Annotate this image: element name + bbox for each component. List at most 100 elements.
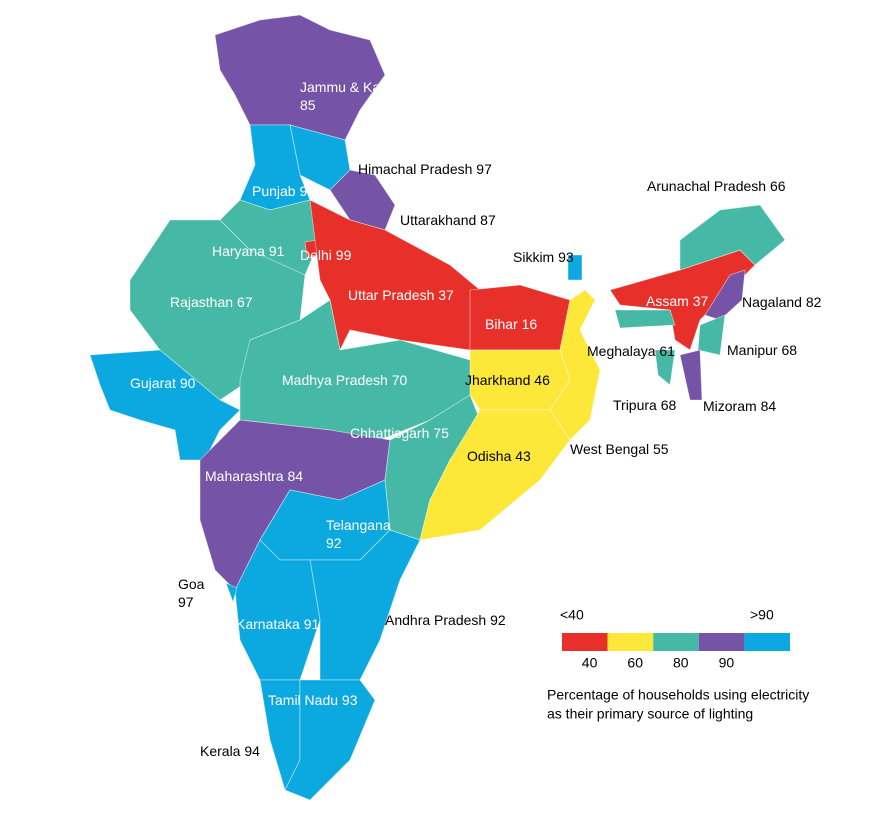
state-value: 93 <box>558 249 574 265</box>
legend-swatch <box>653 633 699 651</box>
state <box>419 409 571 541</box>
state-name: Mizoram <box>703 398 757 414</box>
state <box>225 582 238 604</box>
state-value: 90 <box>180 375 196 391</box>
state-name: Bihar <box>485 316 518 332</box>
state-value: 85 <box>300 97 316 113</box>
state-label: Chhattisgarh 75 <box>350 425 449 441</box>
state-value: 92 <box>490 612 506 628</box>
state-value: 94 <box>244 743 260 759</box>
state-name: West Bengal <box>570 441 649 457</box>
state-name: Haryana <box>212 243 265 259</box>
state-name: Meghalaya <box>587 343 656 359</box>
state-value: 37 <box>438 287 454 303</box>
state-label: Arunachal Pradesh 66 <box>647 178 786 194</box>
legend-caption: as their primary source of lighting <box>547 706 753 722</box>
state <box>284 679 376 801</box>
state-label: Rajasthan 67 <box>170 294 253 310</box>
state-value: 84 <box>287 468 303 484</box>
state-label: Meghalaya 61 <box>587 343 675 359</box>
state-value: 92 <box>326 535 342 551</box>
state <box>679 349 703 401</box>
state-value: 66 <box>770 178 786 194</box>
state-value: 91 <box>304 616 320 632</box>
state <box>704 269 746 321</box>
state-label: Haryana 91 <box>212 243 285 259</box>
state-label: Nagaland 82 <box>742 294 822 310</box>
state-name: Tripura <box>613 397 657 413</box>
state-name: Goa <box>178 576 205 592</box>
state-value: 97 <box>476 161 492 177</box>
legend-swatch <box>607 633 654 651</box>
state-label: Punjab 97 <box>252 183 315 199</box>
state-name: Maharashtra <box>205 468 284 484</box>
state-name: Karnataka <box>236 616 300 632</box>
state <box>89 349 241 461</box>
state-name: Kerala <box>200 743 241 759</box>
state-value: 61 <box>659 343 675 359</box>
states <box>89 14 786 801</box>
state-name: Delhi <box>300 247 332 263</box>
state-label: Tamil Nadu 93 <box>268 692 358 708</box>
state <box>309 199 481 352</box>
legend-high-label: >90 <box>750 607 774 623</box>
legend-tick-label: 90 <box>719 655 735 671</box>
state-name: Himachal Pradesh <box>358 161 472 177</box>
state <box>614 309 676 329</box>
state-name: Tamil Nadu <box>268 692 338 708</box>
state-label: Delhi 99 <box>300 247 352 263</box>
state-name: Nagaland <box>742 294 802 310</box>
state-value: 87 <box>480 212 496 228</box>
state-name: Uttar Pradesh <box>348 287 434 303</box>
state-value: 97 <box>299 183 315 199</box>
state-label: Manipur 68 <box>727 342 797 358</box>
state-label: Assam 37 <box>646 293 708 309</box>
state <box>567 254 583 281</box>
state <box>234 539 321 681</box>
state-name: Chhattisgarh <box>350 425 429 441</box>
state <box>679 204 786 271</box>
state-name: Punjab <box>252 183 296 199</box>
state-value: 70 <box>392 372 408 388</box>
legend-tick-label: 80 <box>673 655 689 671</box>
state-value: 93 <box>342 692 358 708</box>
state-label: Madhya Pradesh 70 <box>282 372 408 388</box>
legend-low-label: <40 <box>560 607 584 623</box>
state-label: Jharkhand 46 <box>465 372 550 388</box>
state-value: 46 <box>534 372 550 388</box>
state-label: Tripura 68 <box>613 397 677 413</box>
state-label: Karnataka 91 <box>236 616 320 632</box>
legend-swatch <box>744 633 790 651</box>
state-name: Telangana <box>326 517 391 533</box>
state-name: Andhra Pradesh <box>385 612 486 628</box>
state-label: Uttarakhand 87 <box>400 212 496 228</box>
state-name: Odisha <box>467 448 512 464</box>
state-value: 37 <box>693 293 709 309</box>
state-label: Uttar Pradesh 37 <box>348 287 454 303</box>
state-value: 55 <box>653 441 669 457</box>
state-name: Manipur <box>727 342 778 358</box>
state <box>697 314 726 356</box>
state <box>654 349 676 386</box>
state-label: West Bengal 55 <box>570 441 669 457</box>
state-label: Odisha 43 <box>467 448 531 464</box>
legend-swatch <box>698 633 745 651</box>
legend: <40 >90 40 60 80 90 Percentage of households u… <box>547 607 809 722</box>
legend-tick-label: 40 <box>582 655 598 671</box>
state-label: Mizoram 84 <box>703 398 776 414</box>
state-label: Telangana 92 <box>326 517 391 551</box>
state-name: Uttarakhand <box>400 212 476 228</box>
state <box>549 289 601 441</box>
state-label: Gujarat 90 <box>130 375 196 391</box>
state-label: Sikkim 93 <box>513 249 574 265</box>
state-name: Jammu & Kashmir <box>300 79 415 95</box>
state-value: 75 <box>433 425 449 441</box>
state-value: 84 <box>761 398 777 414</box>
state <box>309 529 421 681</box>
state-name: Arunachal Pradesh <box>647 178 766 194</box>
state-label: Goa 97 <box>178 576 205 610</box>
state-name: Madhya Pradesh <box>282 372 388 388</box>
state-label: Andhra Pradesh 92 <box>385 612 506 628</box>
